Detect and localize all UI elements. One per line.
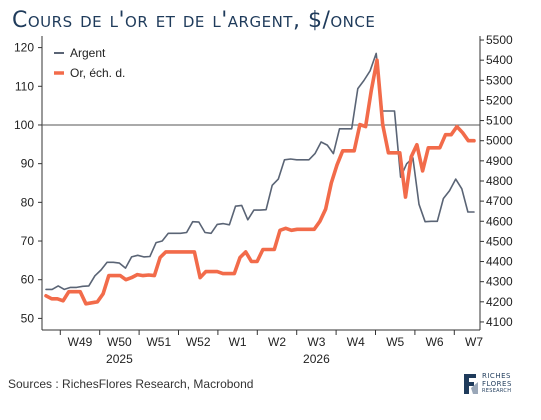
plot-frame [41,36,481,331]
right-tick-label: 5300 [486,73,513,87]
left-tick-label: 70 [21,234,35,248]
logo-text-line3: RESEARCH [482,388,512,394]
year-label: 2026 [303,352,330,366]
right-tick-label: 4500 [486,234,513,248]
left-tick-label: 110 [15,79,34,93]
series-line-or [44,58,476,306]
x-tick-label: W2 [268,335,286,349]
x-tick-label: W51 [146,335,171,349]
right-tick-label: 4300 [486,275,513,289]
x-tick-label: W50 [107,335,132,349]
logo-text-line2: FLORES [482,380,512,388]
right-tick-label: 4400 [486,255,513,269]
right-tick-label: 5100 [486,114,513,128]
legend-label-or: Or, éch. d. [70,66,125,80]
left-tick-label: 100 [14,118,34,132]
left-tick-label: 50 [21,311,35,325]
source-note: Sources : RichesFlores Research, Macrobo… [8,377,254,391]
x-tick-label: W49 [68,335,93,349]
right-tick-label: 5200 [486,93,513,107]
logo-mark-icon [464,374,478,394]
left-tick-label: 80 [21,195,35,209]
riches-flores-logo: RICHES FLORES RESEARCH [462,368,532,412]
right-tick-label: 4700 [486,194,513,208]
right-tick-label: 4200 [486,295,513,309]
right-tick-label: 4600 [486,214,513,228]
x-tick-label: W7 [465,335,483,349]
left-tick-label: 60 [21,273,35,287]
left-tick-label: 120 [14,41,34,55]
legend: Argent Or, éch. d. [54,46,125,80]
x-tick-label: W52 [186,335,211,349]
series-layer [44,52,476,306]
chart: 50 60 70 80 90 100 110 120 4100 4200 4300 4400 4500… [14,33,513,366]
x-tick-label: W5 [386,335,404,349]
x-tick-label: W4 [347,335,365,349]
chart-title: Cours de l'or et de l'argent, $/once [12,8,376,33]
year-label: 2025 [106,352,133,366]
right-tick-label: 5500 [486,33,513,47]
right-axis: 4100 4200 4300 4400 4500 4600 4700 4800 4900 5000… [480,33,513,329]
right-tick-label: 4800 [486,174,513,188]
x-tick-label: W1 [229,335,247,349]
left-axis: 50 60 70 80 90 100 110 120 [14,41,42,325]
x-tick-label: W3 [307,335,325,349]
logo-text-line1: RICHES [482,372,511,380]
right-tick-label: 4900 [486,154,513,168]
x-tick-label: W6 [426,335,444,349]
legend-label-argent: Argent [70,46,106,60]
left-tick-label: 90 [21,157,35,171]
right-tick-label: 5400 [486,53,513,67]
right-tick-label: 4100 [486,315,513,329]
x-axis: W49 W50 W51 W52 W1 W2 W3 W4 W5 W6 W7 2025 2026 [59,330,483,366]
right-tick-label: 5000 [486,134,513,148]
